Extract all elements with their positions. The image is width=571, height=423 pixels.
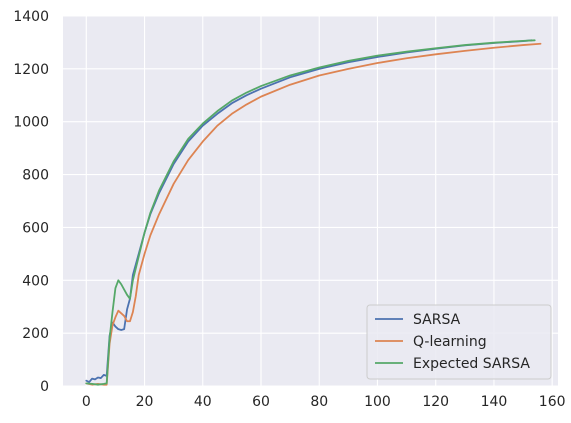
x-tick-label: 100 [364,394,391,410]
y-tick-label: 400 [22,273,49,289]
y-tick-label: 800 [22,168,49,184]
x-tick-label: 160 [539,394,566,410]
x-tick-label: 40 [194,394,212,410]
y-tick-label: 1400 [13,9,49,25]
x-tick-label: 140 [481,394,508,410]
series-line-q-learning [85,42,542,386]
x-axis-tick-labels: 0 20 40 60 80 100 120 140 160 [82,394,566,410]
y-tick-label: 0 [40,379,49,395]
legend-label: Expected SARSA [413,356,530,372]
series-line-expected-sarsa [85,39,536,386]
y-tick-label: 1200 [13,62,49,78]
x-tick-label: 0 [82,394,91,410]
y-axis-tick-labels: 0 200 400 600 800 1000 1200 1400 [13,9,49,395]
x-tick-label: 120 [422,394,449,410]
y-tick-label: 200 [22,326,49,342]
x-tick-label: 80 [310,394,328,410]
legend-label: SARSA [413,312,461,328]
legend: SARSA Q-learning Expected SARSA [366,304,552,380]
legend-box [366,304,552,380]
series-lines [85,39,542,386]
y-tick-label: 1000 [13,115,49,131]
y-tick-label: 600 [22,220,49,236]
legend-label: Q-learning [413,334,487,350]
x-tick-label: 60 [252,394,270,410]
x-tick-label: 20 [136,394,154,410]
